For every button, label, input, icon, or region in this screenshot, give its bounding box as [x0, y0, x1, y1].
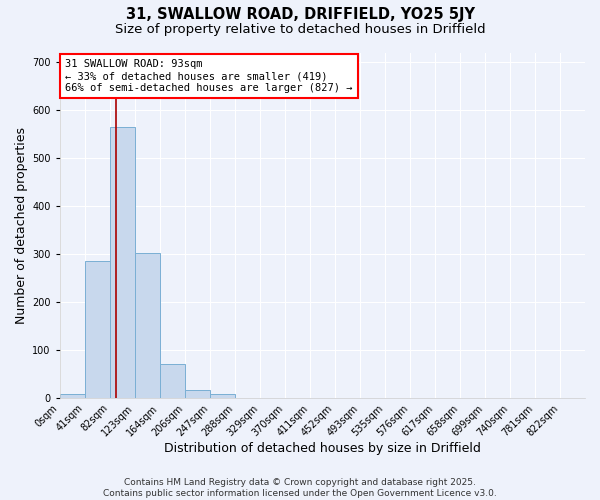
- Text: Contains HM Land Registry data © Crown copyright and database right 2025.
Contai: Contains HM Land Registry data © Crown c…: [103, 478, 497, 498]
- Text: Size of property relative to detached houses in Driffield: Size of property relative to detached ho…: [115, 22, 485, 36]
- X-axis label: Distribution of detached houses by size in Driffield: Distribution of detached houses by size …: [164, 442, 481, 455]
- Text: 31, SWALLOW ROAD, DRIFFIELD, YO25 5JY: 31, SWALLOW ROAD, DRIFFIELD, YO25 5JY: [125, 8, 475, 22]
- Bar: [160, 364, 185, 398]
- Bar: [85, 262, 110, 398]
- Bar: [185, 390, 210, 398]
- Y-axis label: Number of detached properties: Number of detached properties: [15, 127, 28, 324]
- Text: 31 SWALLOW ROAD: 93sqm
← 33% of detached houses are smaller (419)
66% of semi-de: 31 SWALLOW ROAD: 93sqm ← 33% of detached…: [65, 60, 352, 92]
- Bar: [210, 394, 235, 398]
- Bar: [59, 394, 85, 398]
- Bar: [110, 127, 135, 398]
- Bar: [135, 252, 160, 398]
